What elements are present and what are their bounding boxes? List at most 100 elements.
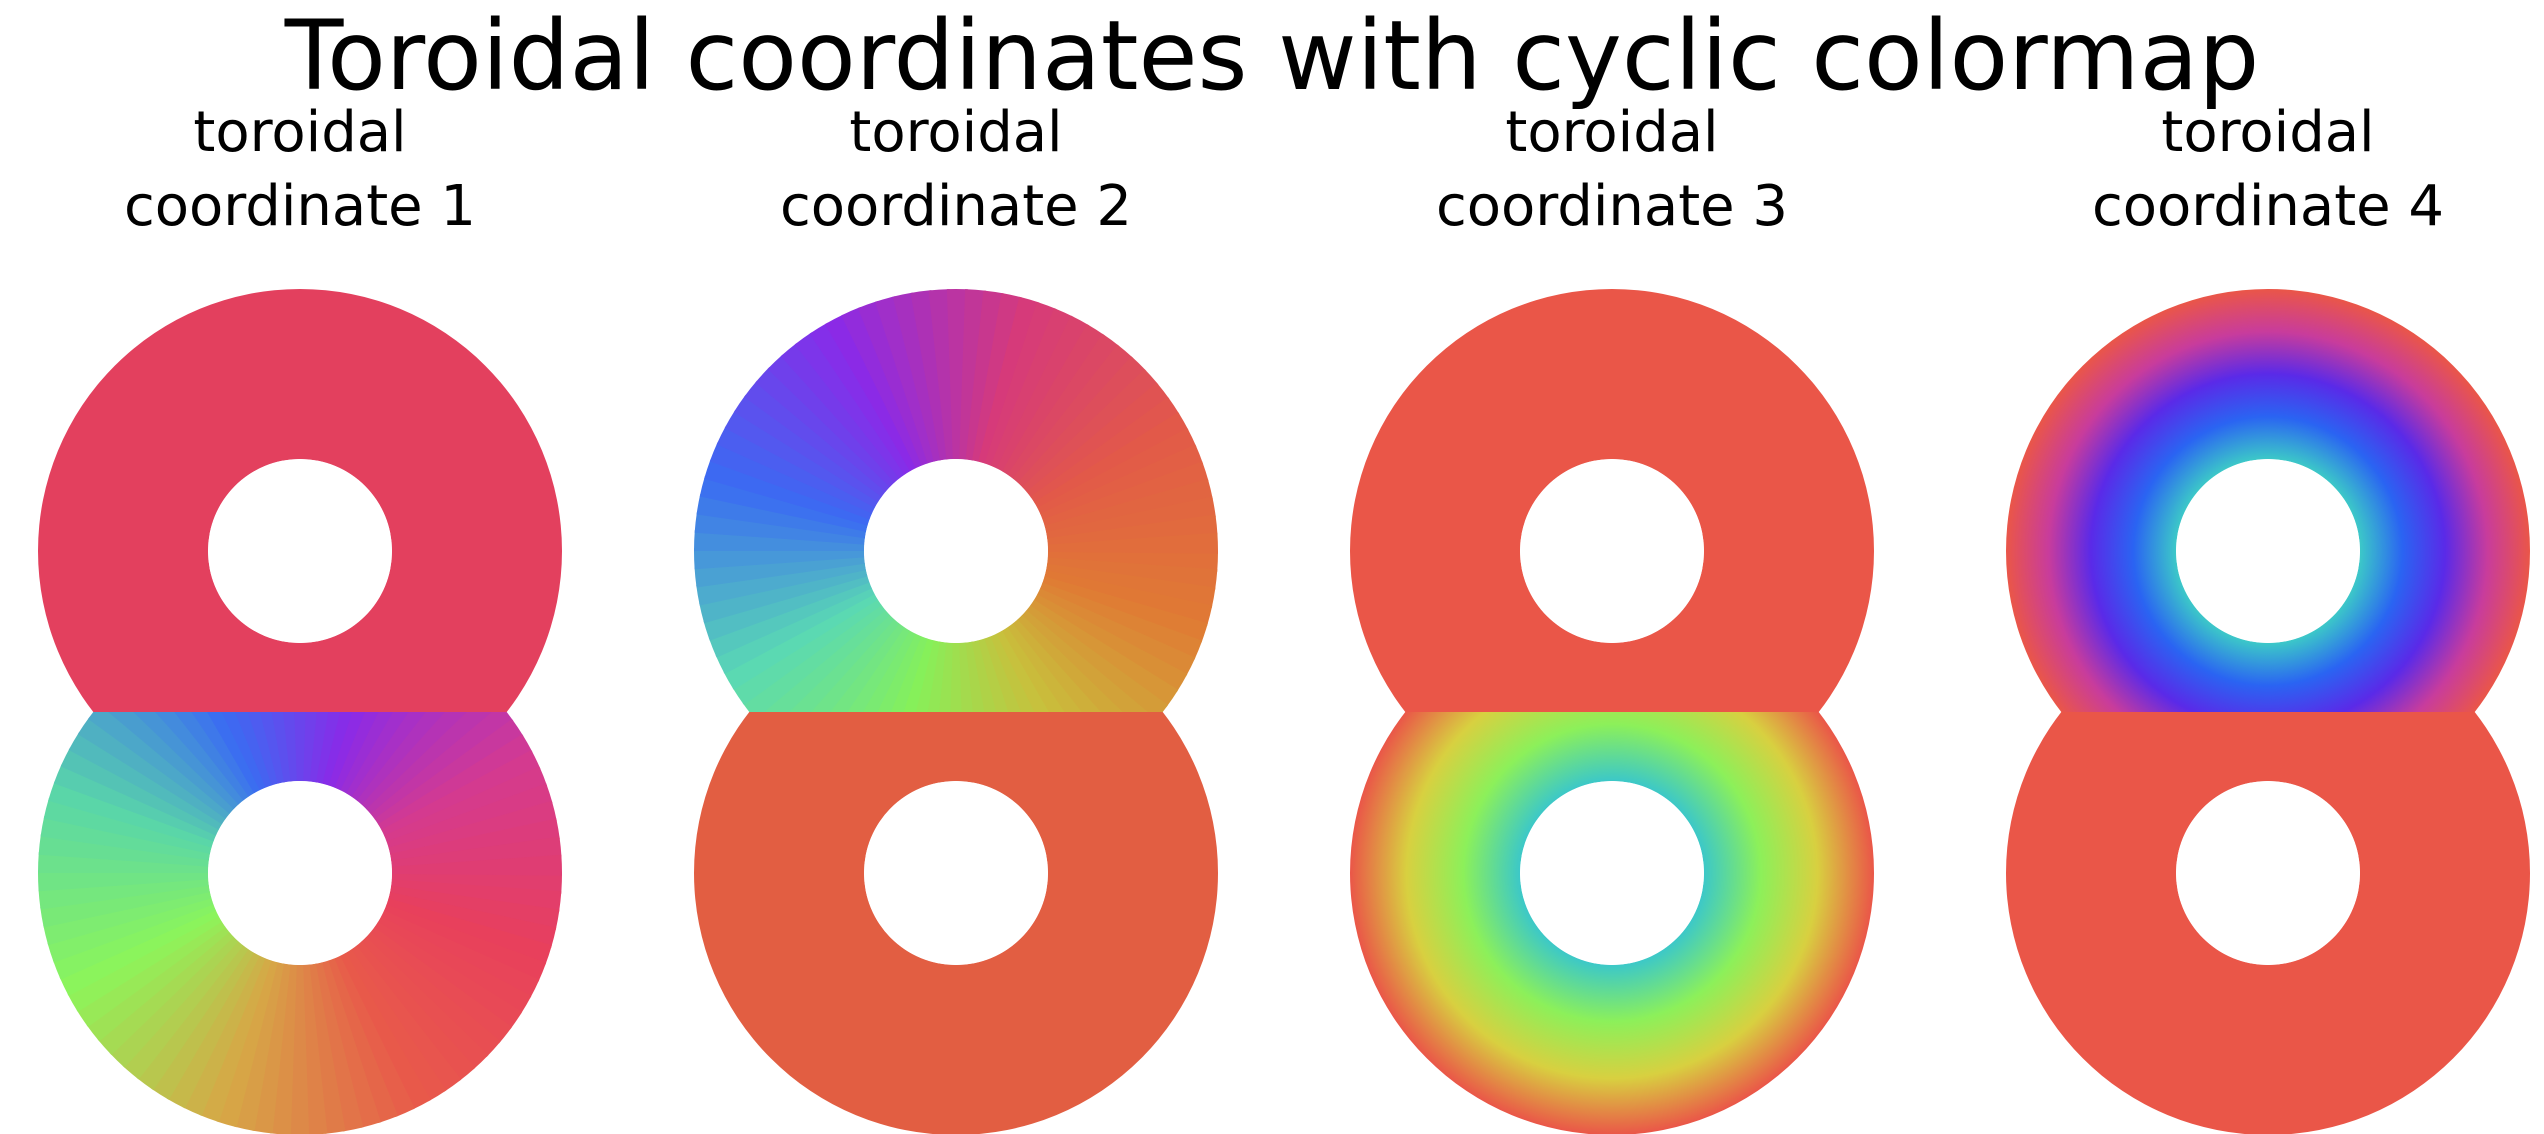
heatmap-cell	[1029, 599, 1179, 708]
figure-eight	[1350, 288, 1874, 1134]
heatmap-cell	[755, 367, 891, 492]
panel-toroidal-coordinate-4: toroidal coordinate 4	[1968, 96, 2544, 1134]
heatmap-cell	[283, 712, 298, 782]
heatmap-cell	[53, 763, 217, 842]
heatmap-cell	[875, 296, 935, 464]
heatmap-cell	[182, 955, 266, 1116]
heatmap-cell	[370, 712, 514, 820]
heatmap-cell	[350, 945, 462, 1092]
heatmap-cell	[1033, 594, 1188, 693]
heatmap-cell	[696, 562, 867, 606]
heatmap-cell	[109, 936, 239, 1068]
heatmap-cell	[704, 458, 870, 526]
heatmap-plot	[1350, 288, 1874, 1134]
heatmap-cell	[946, 289, 968, 460]
heatmap-cell	[384, 766, 548, 843]
heatmap-cell	[174, 712, 250, 801]
heatmap-cell	[378, 734, 533, 831]
heatmap-plot	[2006, 288, 2530, 1134]
figure-eight	[693, 289, 1219, 1134]
heatmap-cell	[369, 927, 512, 1044]
heatmap-cell	[333, 955, 415, 1117]
heatmap-cell	[794, 332, 906, 479]
heatmap-cell	[914, 640, 941, 712]
heatmap-cell	[1006, 623, 1082, 712]
heatmap-cell	[59, 909, 219, 996]
heatmap-cell	[136, 944, 249, 1091]
heatmap-cell	[381, 750, 541, 837]
heatmap-cell	[133, 712, 240, 810]
heatmap-cell	[77, 716, 227, 825]
heatmap-cell	[995, 630, 1049, 712]
heatmap-cell	[377, 916, 532, 1015]
heatmap-cell	[315, 962, 364, 1132]
heatmap-cell	[977, 638, 1009, 712]
heatmap-cell	[703, 575, 870, 641]
heatmap-cell	[389, 885, 560, 931]
panel-toroidal-coordinate-1: toroidal coordinate 1	[0, 96, 600, 1134]
upper-hole	[1520, 459, 1704, 643]
heatmap-cell	[308, 963, 346, 1134]
heatmap-cell	[901, 638, 934, 712]
heatmap-cell	[825, 314, 917, 472]
heatmap-cell	[339, 952, 431, 1110]
heatmap-cell	[1034, 412, 1189, 509]
heatmap-cell	[365, 932, 501, 1057]
heatmap-cell	[709, 441, 873, 520]
ring-fill	[38, 288, 562, 712]
heatmap-cell	[733, 394, 883, 503]
heatmap-cell	[990, 308, 1074, 469]
heatmap-cell	[841, 307, 923, 469]
heatmap-cell	[47, 897, 214, 963]
heatmap-cell	[68, 731, 223, 830]
heatmap-cell	[892, 292, 941, 462]
heatmap-cell	[309, 712, 331, 783]
heatmap-cell	[1045, 563, 1216, 609]
heatmap-plot	[37, 288, 563, 1134]
heatmap-cell	[52, 903, 216, 980]
heatmap-cell	[108, 712, 235, 814]
heatmap-cell	[391, 854, 563, 876]
heatmap-cell	[259, 712, 285, 784]
heatmap-cell	[386, 898, 552, 966]
heatmap-cell	[43, 891, 212, 946]
heatmap-cell	[360, 936, 489, 1070]
heatmap-cell	[40, 884, 211, 928]
heatmap-cell	[166, 952, 260, 1109]
panel-title: toroidal coordinate 1	[123, 100, 477, 239]
heatmap-cell	[984, 301, 1057, 467]
heatmap-cell	[780, 342, 901, 483]
heatmap-cell	[767, 354, 896, 488]
heatmap-cell	[857, 300, 929, 466]
heatmap-cell	[1044, 570, 1213, 626]
upper-hole	[2176, 459, 2360, 643]
heatmap-cell	[699, 569, 868, 624]
heatmap-cell	[373, 921, 523, 1030]
heatmap-cell	[37, 870, 209, 892]
heatmap-cell	[322, 712, 355, 786]
heatmap-cell	[937, 642, 953, 712]
heatmap-cell	[221, 712, 267, 791]
heatmap-cell	[1021, 610, 1148, 712]
heatmap-cell	[48, 780, 214, 848]
heatmap-cell	[1011, 619, 1101, 712]
heatmap-cell	[724, 409, 879, 508]
heatmap-cell	[715, 587, 875, 674]
heatmap-cell	[693, 548, 865, 570]
panel-title: toroidal coordinate 3	[1435, 100, 1789, 239]
heatmap-cell	[696, 493, 867, 539]
heatmap-plot	[693, 289, 1219, 1134]
heatmap-cell	[1037, 428, 1197, 515]
panel-toroidal-coordinate-3: toroidal coordinate 3	[1312, 96, 1912, 1134]
heatmap-cell	[43, 798, 212, 854]
panel-toroidal-coordinate-2: toroidal coordinate 2	[656, 96, 1256, 1134]
heatmap-cell	[233, 962, 285, 1132]
heatmap-cell	[1002, 324, 1105, 476]
heatmap-cell	[1017, 356, 1147, 488]
heatmap-cell	[699, 476, 868, 532]
ring-fill	[1350, 712, 1874, 1134]
heatmap-cell	[288, 964, 310, 1134]
heatmap-cell	[122, 940, 244, 1080]
panel-title: toroidal coordinate 4	[2091, 100, 2445, 239]
heatmap-cell	[303, 712, 319, 782]
